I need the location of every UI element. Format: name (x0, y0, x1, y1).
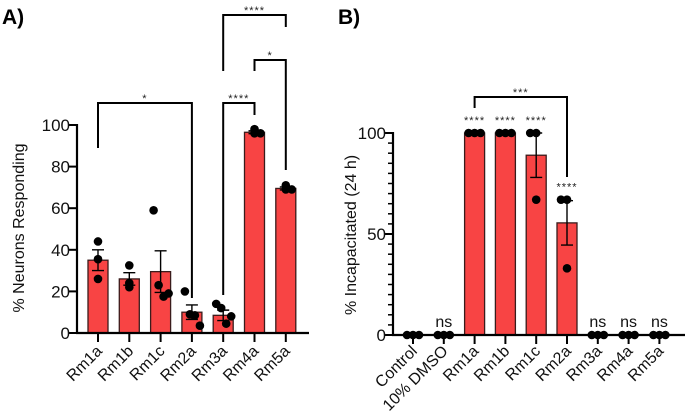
panel-a-data-point (281, 185, 291, 194)
panel-b-data-point (414, 330, 424, 340)
panel-b-significance-label: ns (435, 314, 452, 331)
panel-a-data-point (154, 280, 163, 290)
panel-a-y-tick-label: 100 (42, 116, 70, 135)
panel-a-comparison-bracket (253, 59, 287, 170)
panel-a-comparison-label: * (268, 50, 273, 62)
panel-a-y-tick-label: 0 (61, 324, 70, 343)
panel-a-data-point (93, 237, 103, 246)
panel-b-significance-label: **** (464, 115, 485, 127)
panel-b-significance-label: ns (589, 314, 606, 331)
panel-b-data-point (402, 330, 412, 340)
panel-b-data-point (439, 330, 449, 340)
panel-a-y-axis-label: % Neurons Responding (11, 144, 28, 313)
panel-b-significance-label: **** (495, 115, 516, 127)
panel-a-bar-rm5a (275, 187, 297, 334)
panel-b-data-point (495, 128, 504, 138)
panel-b-data-point (587, 330, 597, 340)
panel-b-bar-rm1c (525, 154, 547, 336)
panel-a-data-point (226, 312, 236, 321)
panel-a-data-point (93, 254, 103, 264)
panel-b-data-point (649, 330, 658, 340)
panel-a-data-point (287, 185, 297, 194)
panel-b-data-point (618, 330, 627, 340)
panel-b-data-point (501, 128, 510, 138)
panel-a-comparison-bracket (222, 14, 287, 71)
panel-b-y-tick-label: 100 (358, 124, 386, 143)
panel-b-y-tick-label: 50 (367, 225, 386, 244)
panel-a-comparison-label: **** (228, 93, 249, 105)
panel-a-y-tick-label: 40 (51, 241, 70, 260)
panel-b-data-point (531, 128, 541, 138)
panel-b-x-tick-label: Rm1b (471, 343, 513, 385)
panel-b-data-point (445, 330, 455, 340)
panel-b: B) % Incapacitated (24 h) 050100Control1… (338, 6, 685, 415)
panel-a: A) % Neurons Responding 020406080100Rm1a… (2, 5, 309, 385)
panel-a-data-point (256, 129, 265, 138)
panel-b-data-point (531, 195, 541, 204)
panel-a-data-point (180, 287, 190, 296)
panel-a-x-tick-label: Rm1b (95, 343, 137, 385)
panel-a-data-point (149, 205, 158, 215)
panel-a-data-point (93, 274, 103, 284)
panel-b-data-point (630, 330, 639, 340)
panel-b-data-point (507, 128, 516, 138)
panel-b-y-tick-label: 0 (377, 326, 386, 345)
panel-a-data-point (195, 321, 205, 331)
panel-b-bar-rm1b (494, 132, 517, 336)
panel-b-data-point (408, 330, 418, 340)
panel-b-data-point (599, 330, 609, 340)
panel-a-data-point (125, 261, 134, 270)
panel-a-bar-rm4a (243, 131, 266, 334)
panel-a-y-tick-label: 60 (51, 199, 70, 218)
panel-a-data-point (190, 311, 200, 320)
panel-a-comparison-label: **** (244, 5, 265, 17)
panel-a-comparison-bracket (222, 102, 256, 295)
panel-a-comparison-label: * (142, 93, 147, 105)
panel-a-label: A) (2, 6, 24, 29)
panel-a-data-point (125, 278, 134, 288)
panel-a-data-point (221, 319, 231, 328)
panel-b-y-axis-label: % Incapacitated (24 h) (343, 155, 360, 315)
panel-a-data-point (164, 289, 173, 298)
panel-b-data-point (562, 264, 572, 273)
panel-b-significance-label: ns (651, 314, 668, 331)
panel-b-data-point (624, 330, 633, 340)
panel-a-comparison-bracket (97, 102, 193, 298)
panel-b-x-tick-label: Rm5a (625, 343, 667, 385)
panel-b-data-point (525, 128, 535, 138)
panel-b-comparison-label: *** (513, 87, 529, 99)
panel-b-data-point (562, 195, 572, 204)
panel-b-comparison-bracket (473, 96, 568, 177)
panel-b-data-point (476, 128, 485, 138)
panel-a-data-point (216, 303, 226, 313)
panel-b-significance-label: **** (526, 115, 547, 127)
panel-b-data-point (556, 195, 566, 204)
panel-b-data-point (655, 330, 664, 340)
panel-b-bar-rm1a (463, 132, 486, 336)
panel-b-significance-label: ns (620, 314, 637, 331)
panel-b-data-point (464, 128, 473, 138)
panel-a-y-tick-label: 80 (51, 158, 70, 177)
panel-b-data-point (433, 330, 443, 340)
panel-b-data-point (661, 330, 670, 340)
panel-b-significance-label: **** (556, 182, 577, 194)
panel-a-x-tick-label: Rm5a (251, 343, 293, 385)
panel-b-data-point (593, 330, 603, 340)
panel-b-label: B) (338, 6, 360, 29)
panel-a-data-point (250, 129, 259, 138)
panel-b-data-point (470, 128, 479, 138)
panel-a-y-tick-label: 20 (51, 282, 70, 301)
